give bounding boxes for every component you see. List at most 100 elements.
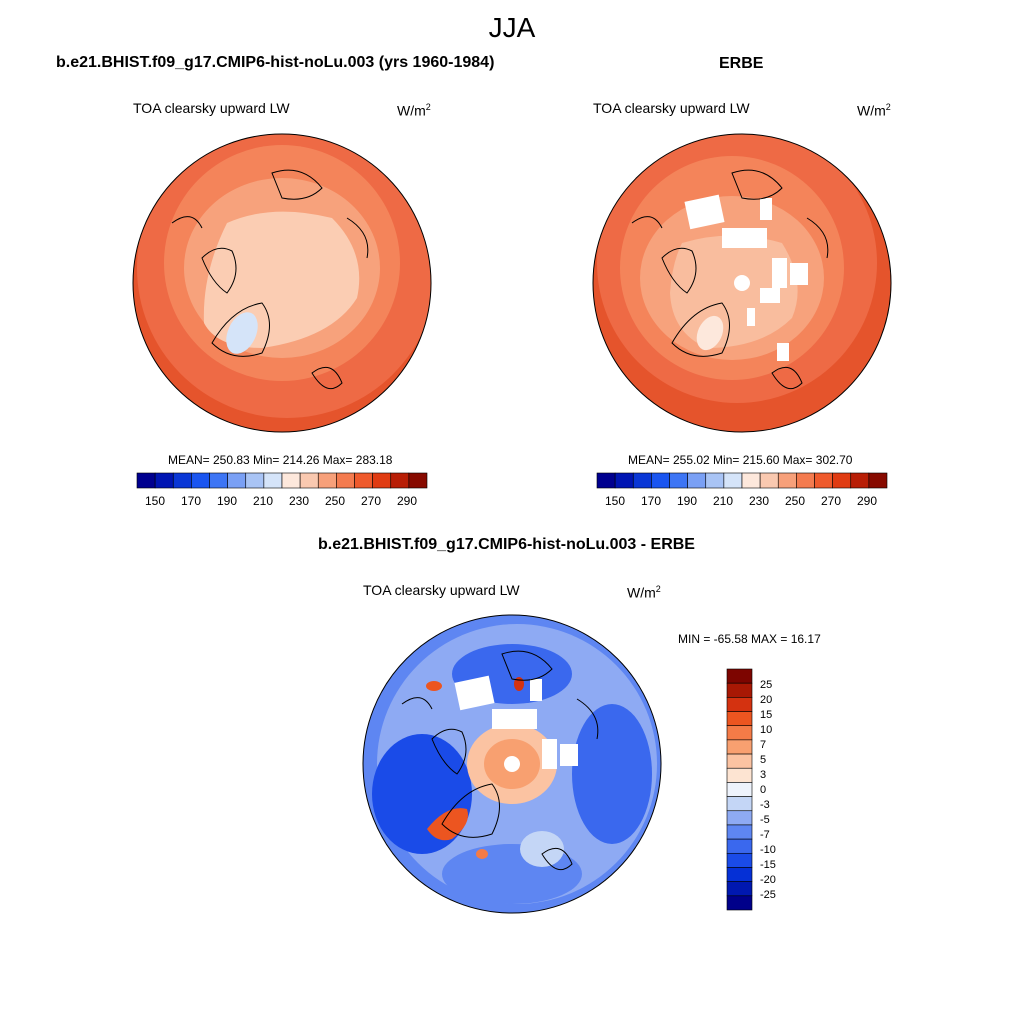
diff-colorbar-tick: 3 (760, 769, 767, 781)
obs-missing-data (684, 194, 808, 361)
obs-polar-map (592, 133, 892, 433)
diff-zone (514, 677, 524, 691)
obs-colorbar-tick: 190 (676, 494, 698, 508)
colorbar-swatch (281, 472, 301, 489)
colorbar-swatch (245, 472, 265, 489)
model-colorbar (136, 472, 428, 489)
colorbar-swatch (759, 472, 779, 489)
diff-variable-label: TOA clearsky upward LW (363, 582, 520, 598)
diff-colorbar-tick: 0 (760, 784, 767, 796)
colorbar-swatch (726, 881, 753, 897)
obs-colorbar-tick: 250 (784, 494, 806, 508)
diff-colorbar-tick: 5 (760, 754, 767, 766)
diff-colorbar-tick: 25 (760, 679, 773, 691)
diff-zone (427, 808, 468, 841)
obs-colorbar-tick: 290 (856, 494, 878, 508)
colorbar-swatch (726, 682, 753, 698)
model-colorbar-tick: 210 (252, 494, 274, 508)
colorbar-swatch (209, 472, 228, 489)
colorbar-swatch (651, 472, 670, 489)
diff-zone (476, 849, 488, 859)
model-stats: MEAN= 250.83 Min= 214.26 Max= 283.18 (168, 453, 393, 467)
colorbar-swatch (796, 472, 815, 489)
colorbar-swatch (723, 472, 743, 489)
diff-colorbar-tick: -10 (760, 844, 776, 856)
colorbar-swatch (726, 867, 753, 882)
model-colorbar-tick: 290 (396, 494, 418, 508)
colorbar-swatch (263, 472, 283, 489)
colorbar-swatch (227, 472, 247, 489)
colorbar-swatch (726, 739, 753, 755)
colorbar-swatch (596, 472, 616, 489)
model-units: W/m2 (397, 102, 431, 119)
diff-panel-title: b.e21.BHIST.f09_g17.CMIP6-hist-noLu.003 … (318, 536, 695, 553)
colorbar-swatch (614, 472, 634, 489)
model-greenland-low (226, 312, 258, 354)
colorbar-swatch (726, 796, 753, 812)
figure-title: JJA (488, 12, 536, 43)
colorbar-swatch (726, 697, 753, 712)
colorbar-swatch (868, 472, 888, 489)
colorbar-swatch (726, 711, 753, 727)
colorbar-swatch (832, 472, 852, 489)
diff-missing-data (454, 675, 578, 772)
obs-stats: MEAN= 255.02 Min= 215.60 Max= 302.70 (628, 453, 853, 467)
colorbar-swatch (726, 753, 753, 769)
colorbar-swatch (850, 472, 870, 489)
colorbar-swatch (726, 824, 753, 840)
obs-colorbar (596, 472, 888, 489)
diff-zone (426, 681, 442, 691)
diff-polar-map (362, 614, 662, 914)
model-variable-label: TOA clearsky upward LW (133, 100, 290, 116)
diff-colorbar-tick: -25 (760, 889, 776, 901)
model-colorbar-tick: 150 (144, 494, 166, 508)
model-colorbar-tick: 190 (216, 494, 238, 508)
obs-units: W/m2 (857, 102, 891, 119)
colorbar-swatch (705, 472, 725, 489)
diff-zone (572, 704, 652, 844)
diff-colorbar (726, 668, 753, 911)
colorbar-swatch (814, 472, 833, 489)
colorbar-swatch (726, 852, 753, 868)
colorbar-swatch (390, 472, 410, 489)
colorbar-swatch (354, 472, 373, 489)
model-colorbar-tick: 250 (324, 494, 346, 508)
colorbar-swatch (726, 725, 753, 741)
colorbar-swatch (741, 472, 761, 489)
diff-colorbar-tick: 7 (760, 739, 767, 751)
obs-colorbar-tick: 210 (712, 494, 734, 508)
colorbar-swatch (191, 472, 210, 489)
diff-colorbar-tick: 10 (760, 724, 773, 736)
obs-colorbar-tick: 230 (748, 494, 770, 508)
diff-zone (520, 831, 564, 867)
colorbar-swatch (687, 472, 707, 489)
diff-units: W/m2 (627, 584, 661, 601)
colorbar-swatch (372, 472, 392, 489)
colorbar-swatch (726, 810, 753, 826)
colorbar-swatch (777, 472, 797, 489)
obs-colorbar-tick: 170 (640, 494, 662, 508)
diff-colorbar-tick: -20 (760, 874, 776, 886)
diff-zone (372, 734, 472, 854)
colorbar-swatch (317, 472, 337, 489)
obs-variable-label: TOA clearsky upward LW (593, 100, 750, 116)
colorbar-swatch (336, 472, 355, 489)
diff-colorbar-tick: 20 (760, 694, 773, 706)
colorbar-swatch (669, 472, 688, 489)
obs-arctic-zone (670, 235, 798, 348)
obs-colorbar-tick: 150 (604, 494, 626, 508)
diff-stats: MIN = -65.58 MAX = 16.17 (678, 632, 821, 646)
colorbar-swatch (726, 782, 753, 797)
colorbar-swatch (726, 767, 753, 783)
obs-colorbar-tick: 270 (820, 494, 842, 508)
colorbar-swatch (726, 838, 753, 854)
diff-colorbar-tick: 15 (760, 709, 773, 721)
model-colorbar-tick: 170 (180, 494, 202, 508)
colorbar-swatch (154, 472, 174, 489)
model-colorbar-tick: 270 (360, 494, 382, 508)
colorbar-swatch (136, 472, 156, 489)
model-colorbar-tick: 230 (288, 494, 310, 508)
diff-colorbar-tick: -7 (760, 829, 770, 841)
diff-colorbar-tick: -15 (760, 859, 776, 871)
obs-panel-title: ERBE (719, 55, 764, 72)
